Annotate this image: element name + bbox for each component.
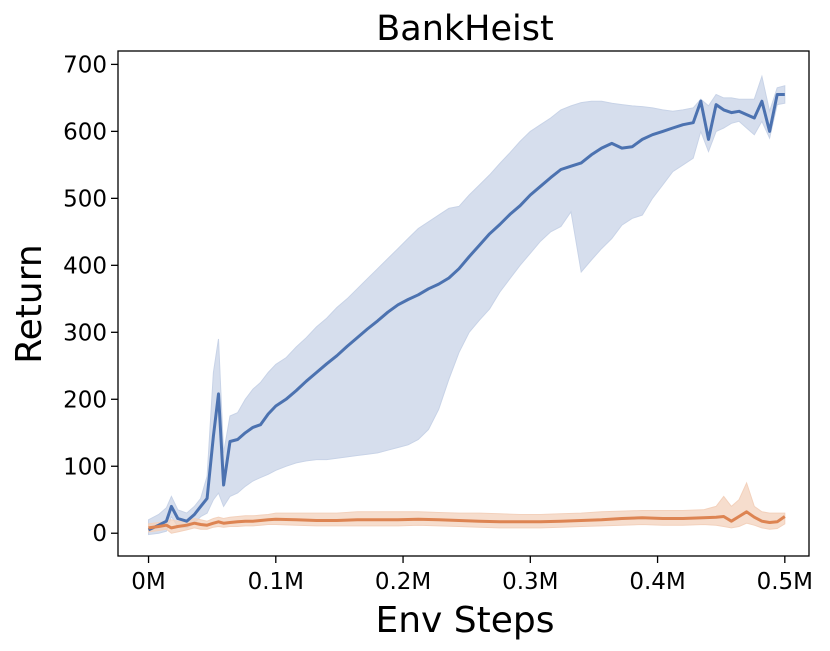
x-tick-label: 0.3M [502, 569, 558, 595]
series-1-band [148, 74, 786, 536]
y-tick-label: 700 [63, 52, 107, 78]
y-tick-label: 500 [63, 186, 107, 212]
x-tick-label: 0.4M [629, 569, 685, 595]
y-tick-label: 100 [63, 454, 107, 480]
series-lines [147, 93, 786, 532]
y-axis: 0 100 200 300 400 500 600 700 [63, 52, 118, 547]
x-tick-label: 0.2M [375, 569, 431, 595]
series-2-line [148, 510, 786, 530]
y-tick-label: 600 [63, 119, 107, 145]
series-2-band [148, 481, 786, 534]
x-tick-label: 0.1M [248, 569, 304, 595]
y-tick-label: 300 [63, 320, 107, 346]
plot-frame [117, 50, 810, 557]
confidence-bands [148, 74, 786, 536]
y-tick-label: 200 [63, 387, 107, 413]
x-axis: 0M 0.1M 0.2M 0.3M 0.4M 0.5M [131, 556, 813, 595]
series-1-line [147, 93, 785, 532]
x-tick-label: 0.5M [757, 569, 813, 595]
y-tick-label: 400 [63, 253, 107, 279]
plot-area [147, 74, 786, 536]
x-axis-label: Env Steps [375, 600, 554, 641]
y-axis-label: Return [9, 244, 50, 363]
x-tick-label: 0M [131, 569, 165, 595]
y-tick-label: 0 [92, 521, 107, 547]
chart-title: BankHeist [376, 9, 553, 49]
